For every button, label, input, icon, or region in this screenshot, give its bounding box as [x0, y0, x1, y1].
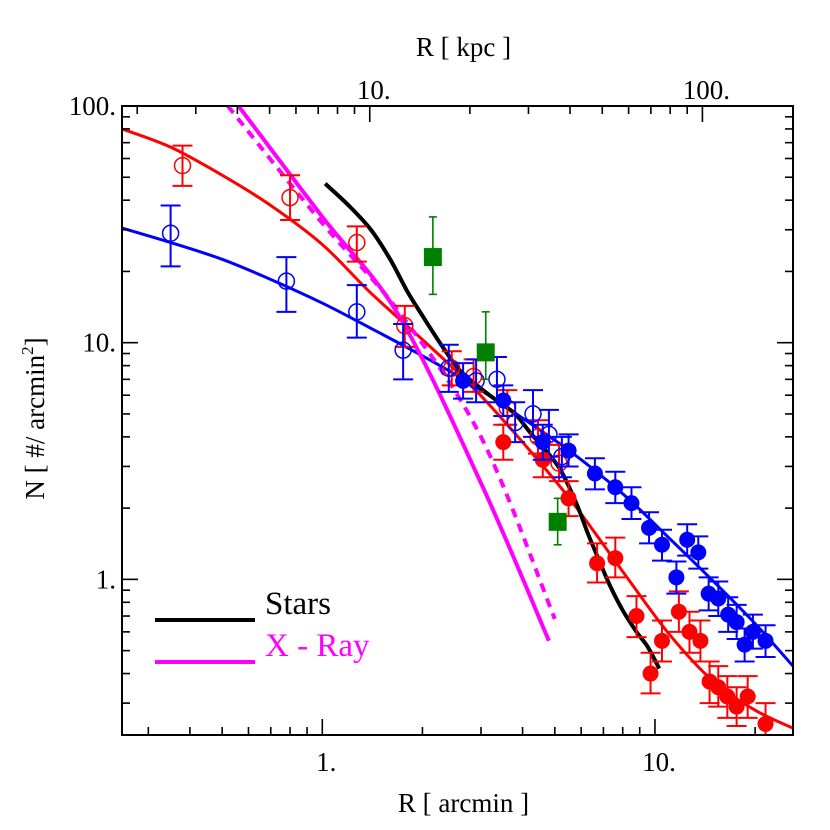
y-axis-label-superscript: 2	[18, 346, 37, 355]
data-point	[692, 632, 709, 649]
legend-label-stars: Stars	[265, 586, 331, 622]
x-tick-label: 10.	[642, 747, 676, 777]
fit-curve	[122, 226, 793, 668]
data-point	[161, 224, 180, 242]
data-point	[506, 413, 524, 432]
data-point	[277, 272, 296, 290]
data-points	[160, 144, 776, 735]
series-open-circle-ff0000	[172, 144, 570, 483]
series-filled-circle-0000ff	[453, 362, 776, 663]
x2-tick-label: 100.	[683, 75, 730, 105]
data-point	[654, 536, 671, 553]
data-point	[440, 359, 458, 377]
data-point	[642, 665, 659, 682]
data-point	[728, 614, 745, 631]
series-open-circle-0000ff	[160, 204, 572, 479]
data-point	[281, 188, 299, 207]
data-point	[623, 495, 640, 512]
data-point	[679, 531, 696, 548]
y-axis-label-main: N [ #/ arcmin	[20, 354, 50, 499]
data-point	[396, 316, 414, 335]
data-point	[589, 555, 606, 572]
data-point	[670, 603, 687, 620]
y-axis-label-end: ]	[20, 337, 50, 346]
data-point	[607, 479, 624, 496]
data-point	[719, 688, 736, 705]
data-point	[455, 372, 472, 389]
data-point	[757, 632, 774, 649]
data-point	[607, 550, 624, 567]
data-point	[681, 623, 698, 640]
data-point	[728, 698, 745, 715]
data-point	[495, 434, 512, 451]
y-axis-label: N [ #/ arcmin2]	[18, 337, 50, 499]
y-tick-label: 1.	[96, 564, 116, 594]
x-tick-label: 1.	[316, 747, 336, 777]
data-point	[586, 465, 603, 482]
data-point	[524, 405, 542, 423]
data-point	[739, 688, 756, 705]
data-point	[628, 608, 645, 625]
legend-label-x-ray: X - Ray	[265, 628, 370, 664]
data-point	[668, 569, 685, 586]
data-point	[744, 623, 761, 640]
data-point	[495, 392, 512, 409]
data-point	[394, 341, 412, 359]
tick-labels: 1. 10. 100. 1. 10. 10. 100.	[69, 75, 730, 777]
data-point	[641, 519, 658, 536]
data-point	[423, 248, 442, 267]
data-point	[548, 512, 567, 531]
data-point	[710, 590, 727, 607]
data-point	[348, 233, 366, 252]
x-axis-label: R [ arcmin ]	[398, 788, 529, 818]
data-point	[690, 544, 707, 561]
data-point	[560, 490, 577, 507]
fit-curve	[323, 182, 661, 670]
data-point	[534, 434, 551, 451]
data-point	[560, 442, 577, 459]
data-point	[654, 632, 671, 649]
axis-ticks	[122, 105, 793, 735]
y-tick-label: 10.	[82, 328, 116, 358]
data-point	[173, 156, 192, 175]
data-point	[348, 303, 366, 321]
plot-frame	[121, 105, 794, 736]
data-point	[757, 715, 774, 732]
y-tick-label: 100.	[69, 91, 116, 121]
top-x-axis-label: R [ kpc ]	[416, 32, 511, 62]
series-filled-square-008000	[423, 216, 567, 546]
data-point	[476, 343, 495, 362]
series-filled-circle-ff0000	[493, 423, 776, 735]
legend: Stars X - Ray	[155, 586, 370, 664]
x2-tick-label: 10.	[357, 75, 391, 105]
